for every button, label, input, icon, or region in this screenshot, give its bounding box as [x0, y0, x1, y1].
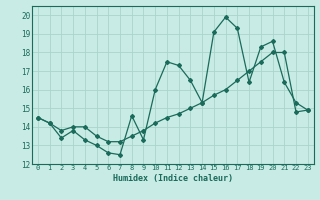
X-axis label: Humidex (Indice chaleur): Humidex (Indice chaleur): [113, 174, 233, 183]
